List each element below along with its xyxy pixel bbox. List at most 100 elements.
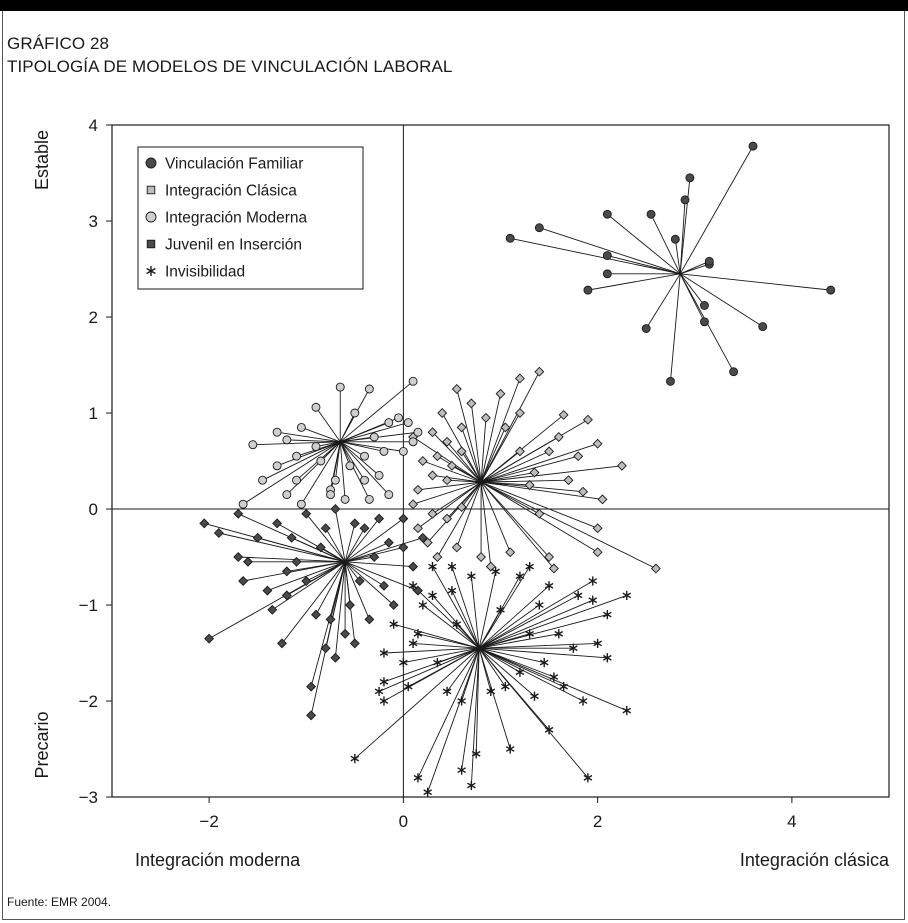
- data-point: [384, 490, 394, 500]
- legend-marker: [146, 239, 156, 249]
- spoke-line: [480, 427, 506, 483]
- data-point: [316, 456, 326, 466]
- data-point: [641, 324, 651, 333]
- data-point: [291, 556, 302, 567]
- legend-label: Juvenil en Inserción: [165, 237, 302, 254]
- data-point: [325, 614, 336, 625]
- spoke-line: [478, 647, 589, 779]
- data-point: [486, 686, 496, 696]
- x-tick-label: 4: [787, 812, 796, 831]
- spoke-line: [478, 647, 627, 712]
- data-point: [427, 427, 438, 438]
- y-tick-label: 1: [89, 404, 98, 423]
- y-tick-label: −1: [79, 596, 98, 615]
- spoke-line: [478, 647, 535, 697]
- data-point: [330, 475, 340, 485]
- data-point: [378, 580, 389, 591]
- ticks-layer: −2 0 2 4 −3 −2 −1 0 1 2 3 4: [79, 116, 797, 831]
- spoke-line: [670, 273, 681, 382]
- spoke-line: [480, 443, 598, 483]
- series-0-spokes: [510, 145, 831, 382]
- spoke-line: [339, 441, 346, 500]
- spoke-line: [422, 460, 482, 483]
- data-point: [262, 585, 273, 596]
- data-point: [389, 619, 398, 629]
- data-point: [603, 610, 612, 620]
- spoke-line: [478, 648, 492, 692]
- data-point: [457, 696, 466, 706]
- spoke-line: [339, 441, 390, 495]
- data-point: [408, 437, 418, 447]
- data-point: [700, 317, 709, 327]
- spoke-line: [427, 481, 482, 543]
- spoke-line: [315, 561, 346, 615]
- spoke-line: [340, 441, 365, 457]
- spoke-line: [480, 417, 487, 483]
- spoke-line: [413, 642, 480, 649]
- data-point: [258, 475, 267, 485]
- data-point: [320, 643, 331, 654]
- data-point: [272, 461, 282, 471]
- data-point: [369, 552, 380, 562]
- spoke-line: [325, 527, 346, 563]
- data-point: [573, 590, 583, 600]
- data-point: [505, 547, 516, 558]
- spoke-line: [344, 561, 385, 587]
- data-point: [374, 513, 385, 524]
- data-point: [383, 537, 394, 548]
- data-point: [423, 787, 432, 797]
- spoke-line: [432, 566, 480, 649]
- spoke-line: [510, 237, 681, 275]
- spoke-line: [461, 451, 482, 483]
- spoke-line: [607, 255, 681, 275]
- spoke-line: [480, 481, 555, 569]
- plot-area-frame: [111, 124, 890, 798]
- spoke-line: [478, 647, 584, 702]
- spoke-line: [674, 239, 681, 274]
- series-1-spokes: [412, 371, 657, 569]
- data-point: [281, 566, 292, 577]
- data-point: [539, 658, 549, 668]
- data-point: [592, 547, 603, 558]
- data-point: [530, 691, 539, 701]
- data-point: [447, 586, 457, 596]
- spoke-line: [470, 648, 480, 786]
- source-note: Fuente: EMR 2004.: [7, 895, 112, 909]
- data-point: [578, 696, 588, 706]
- data-point: [446, 460, 457, 471]
- spoke-line: [344, 527, 365, 563]
- data-point: [354, 576, 365, 586]
- spoke-line: [344, 561, 394, 606]
- data-point: [369, 432, 379, 442]
- data-point: [704, 256, 714, 266]
- data-point: [457, 765, 466, 775]
- data-point: [311, 402, 321, 412]
- data-point: [514, 408, 525, 418]
- spoke-line: [645, 273, 681, 329]
- spoke-line: [478, 594, 627, 649]
- data-point: [204, 633, 215, 644]
- data-point: [700, 301, 709, 310]
- spoke-line: [481, 479, 569, 483]
- spoke-line: [277, 431, 341, 443]
- data-point: [442, 436, 453, 447]
- spoke-line: [607, 213, 681, 275]
- data-point: [592, 438, 603, 449]
- spoke-line: [378, 647, 480, 692]
- spoke-line: [480, 412, 521, 483]
- spoke-line: [679, 199, 686, 274]
- data-point: [379, 648, 389, 658]
- spoke-line: [480, 482, 492, 567]
- data-point: [544, 581, 554, 591]
- data-point: [340, 494, 350, 504]
- spoke-line: [480, 451, 521, 483]
- data-point: [233, 552, 244, 562]
- data-point: [432, 451, 443, 462]
- spoke-line: [451, 566, 480, 649]
- spoke-line: [408, 647, 480, 687]
- data-point: [442, 475, 453, 486]
- data-point: [525, 629, 534, 639]
- data-point: [544, 446, 555, 457]
- data-point: [398, 513, 409, 524]
